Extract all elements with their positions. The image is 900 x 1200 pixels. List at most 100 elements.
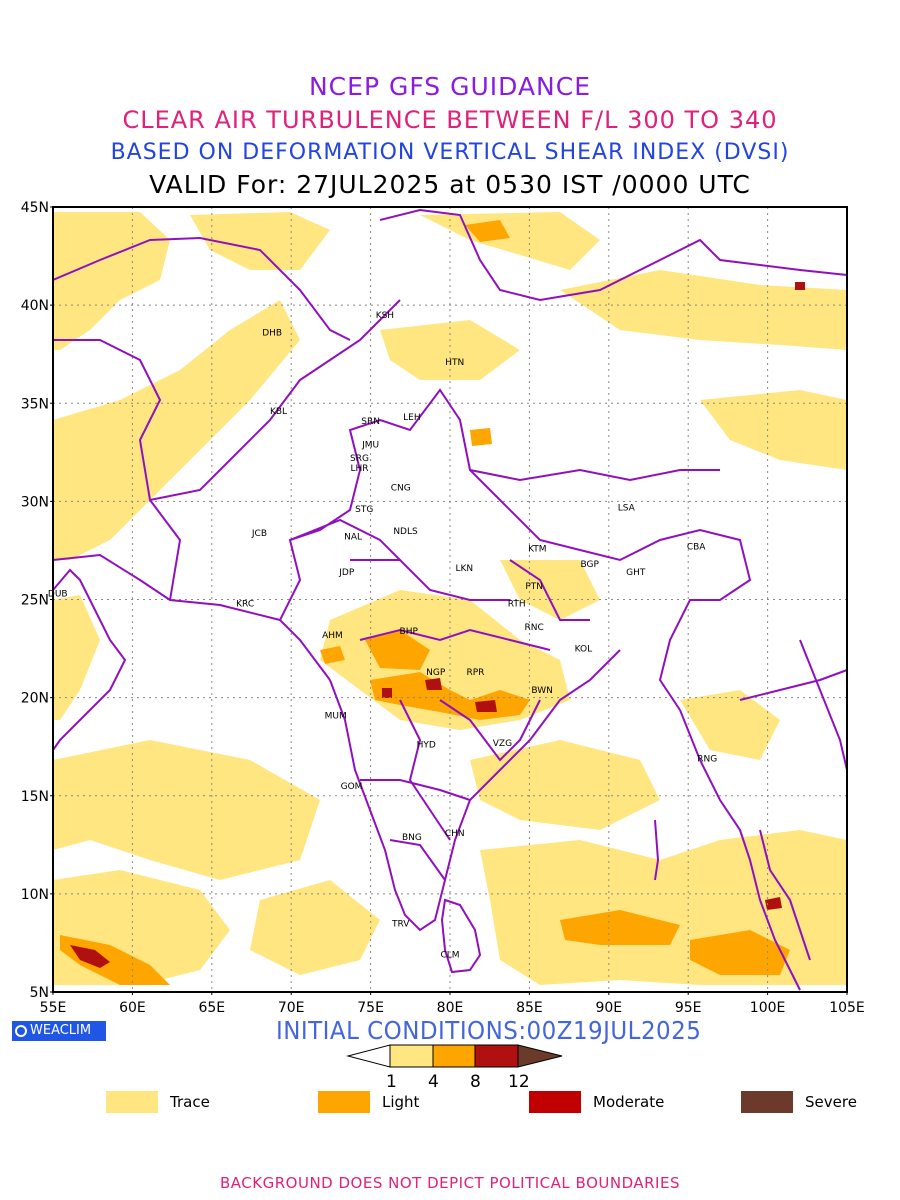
lat-tick-label: 35N <box>21 396 49 412</box>
lat-tick-label: 20N <box>21 691 49 707</box>
chart-title: NCEP GFS GUIDANCE <box>308 72 591 101</box>
trace-area <box>470 740 660 830</box>
trace-area <box>190 212 330 270</box>
station-label-cba: CBA <box>687 543 706 553</box>
station-label-lsa: LSA <box>618 503 636 513</box>
station-label-bwn: BWN <box>531 686 553 696</box>
turbulence-fill-layer <box>53 212 847 985</box>
station-label-rng: RNG <box>697 754 717 764</box>
light-area <box>690 930 790 975</box>
moderate-area <box>795 282 805 290</box>
border-vietnam <box>799 639 847 771</box>
border-indian-states-7 <box>289 518 401 561</box>
lat-tick-label: 10N <box>21 887 49 903</box>
station-label-rnc: RNC <box>525 623 544 633</box>
colorbar-cell <box>389 1044 434 1068</box>
border-indian-states-1 <box>350 559 510 601</box>
border-myanmar <box>679 709 801 991</box>
initial-conditions: INITIAL CONDITIONS:00Z19JUL2025 <box>276 1016 702 1045</box>
coastline-arabia <box>53 568 127 751</box>
lat-axis-labels: 45N 40N 35N 30N 25N 20N 15N 10N 5N <box>21 200 53 1001</box>
chart-subtitle-index: BASED ON DEFORMATION VERTICAL SHEAR INDE… <box>110 140 790 165</box>
station-label-rpr: RPR <box>466 668 484 678</box>
border-central-asia <box>53 236 351 341</box>
station-label-rth: RTH <box>508 599 526 609</box>
station-label-ahm: AHM <box>322 631 343 641</box>
station-label-bhp: BHP <box>400 627 419 637</box>
colorbar-cell <box>474 1044 519 1068</box>
lat-tick-label: 30N <box>21 494 49 510</box>
station-label-dub: DUB <box>48 590 68 600</box>
trace-area <box>53 595 100 720</box>
lon-tick-label: 75E <box>357 1000 384 1016</box>
lon-tick-label: 95E <box>675 1000 702 1016</box>
station-label-lkn: LKN <box>455 564 473 574</box>
station-label-ptn: PTN <box>525 582 543 592</box>
moderate-areas <box>70 282 805 968</box>
light-area <box>60 935 170 985</box>
lon-tick-label: 55E <box>40 1000 67 1016</box>
station-label-chn: CHN <box>445 829 465 839</box>
colorbar-label: 8 <box>470 1072 481 1092</box>
border-pakistan-afghanistan <box>149 299 401 501</box>
station-label-ght: GHT <box>626 568 646 578</box>
trace-area <box>250 880 380 975</box>
legend-label-trace: Trace <box>170 1093 210 1111</box>
lon-tick-label: 65E <box>198 1000 225 1016</box>
station-label-lhr: LHR <box>350 464 368 474</box>
colorbar-arrow-low <box>346 1044 391 1068</box>
station-label-ngp: NGP <box>426 668 446 678</box>
legend-label-severe: Severe <box>805 1093 857 1111</box>
station-label-hyd: HYD <box>417 741 436 751</box>
station-label-jcb: JCB <box>251 529 267 539</box>
lon-axis-labels: 55E 60E 65E 70E 75E 80E 85E 90E 95E 100E 105E <box>40 992 865 1016</box>
station-label-bng: BNG <box>402 833 422 843</box>
station-label-dhb: DHB <box>262 329 282 339</box>
trace-area <box>700 390 847 470</box>
trace-area <box>380 320 520 380</box>
station-label-cng: CNG <box>391 484 411 494</box>
station-label-trv: TRV <box>391 919 410 929</box>
moderate-area <box>475 700 497 712</box>
moderate-area <box>70 945 110 968</box>
trace-area <box>53 300 300 560</box>
lon-tick-label: 70E <box>278 1000 305 1016</box>
legend-swatch-light <box>318 1091 370 1113</box>
colorbar-cell <box>432 1044 476 1068</box>
station-label-srn: SRN <box>361 417 380 427</box>
station-label-gom: GOM <box>341 782 363 792</box>
legend-swatch-moderate <box>529 1091 581 1113</box>
station-label-stg: STG <box>355 505 373 515</box>
lon-tick-label: 90E <box>595 1000 622 1016</box>
moderate-area <box>425 678 442 690</box>
lat-tick-label: 5N <box>30 985 49 1001</box>
trace-area <box>53 740 320 880</box>
light-area <box>470 428 492 446</box>
lat-tick-label: 15N <box>21 789 49 805</box>
lon-tick-label: 60E <box>119 1000 146 1016</box>
station-label-bgp: BGP <box>581 560 600 570</box>
trace-area <box>560 270 847 350</box>
valid-time: VALID For: 27JUL2025 at 0530 IST /0000 U… <box>149 170 751 199</box>
border-indian-states-3 <box>399 699 451 841</box>
lon-tick-label: 85E <box>516 1000 543 1016</box>
legend-swatch-severe <box>741 1091 793 1113</box>
station-label-srg: SRG <box>350 454 369 464</box>
station-label-kol: KOL <box>575 645 593 655</box>
colorbar <box>346 1044 563 1068</box>
footer-disclaimer: BACKGROUND DOES NOT DEPICT POLITICAL BOU… <box>220 1174 680 1192</box>
logo-label: WEACLIM <box>30 1023 92 1038</box>
boundary-lines <box>53 208 847 991</box>
station-label-ktm: KTM <box>528 544 546 554</box>
border-west <box>53 553 281 621</box>
station-label-jdp: JDP <box>338 568 355 578</box>
lat-tick-label: 45N <box>21 200 49 216</box>
station-label-vzg: VZG <box>493 739 512 749</box>
chart-subtitle-turbulence: CLEAR AIR TURBULENCE BETWEEN F/L 300 TO … <box>122 106 778 134</box>
lat-tick-label: 40N <box>21 298 49 314</box>
trace-area <box>53 212 170 350</box>
light-area <box>465 220 510 242</box>
coastline-andaman <box>654 819 660 881</box>
coastline-india <box>329 649 621 932</box>
border-thailand <box>739 669 847 701</box>
